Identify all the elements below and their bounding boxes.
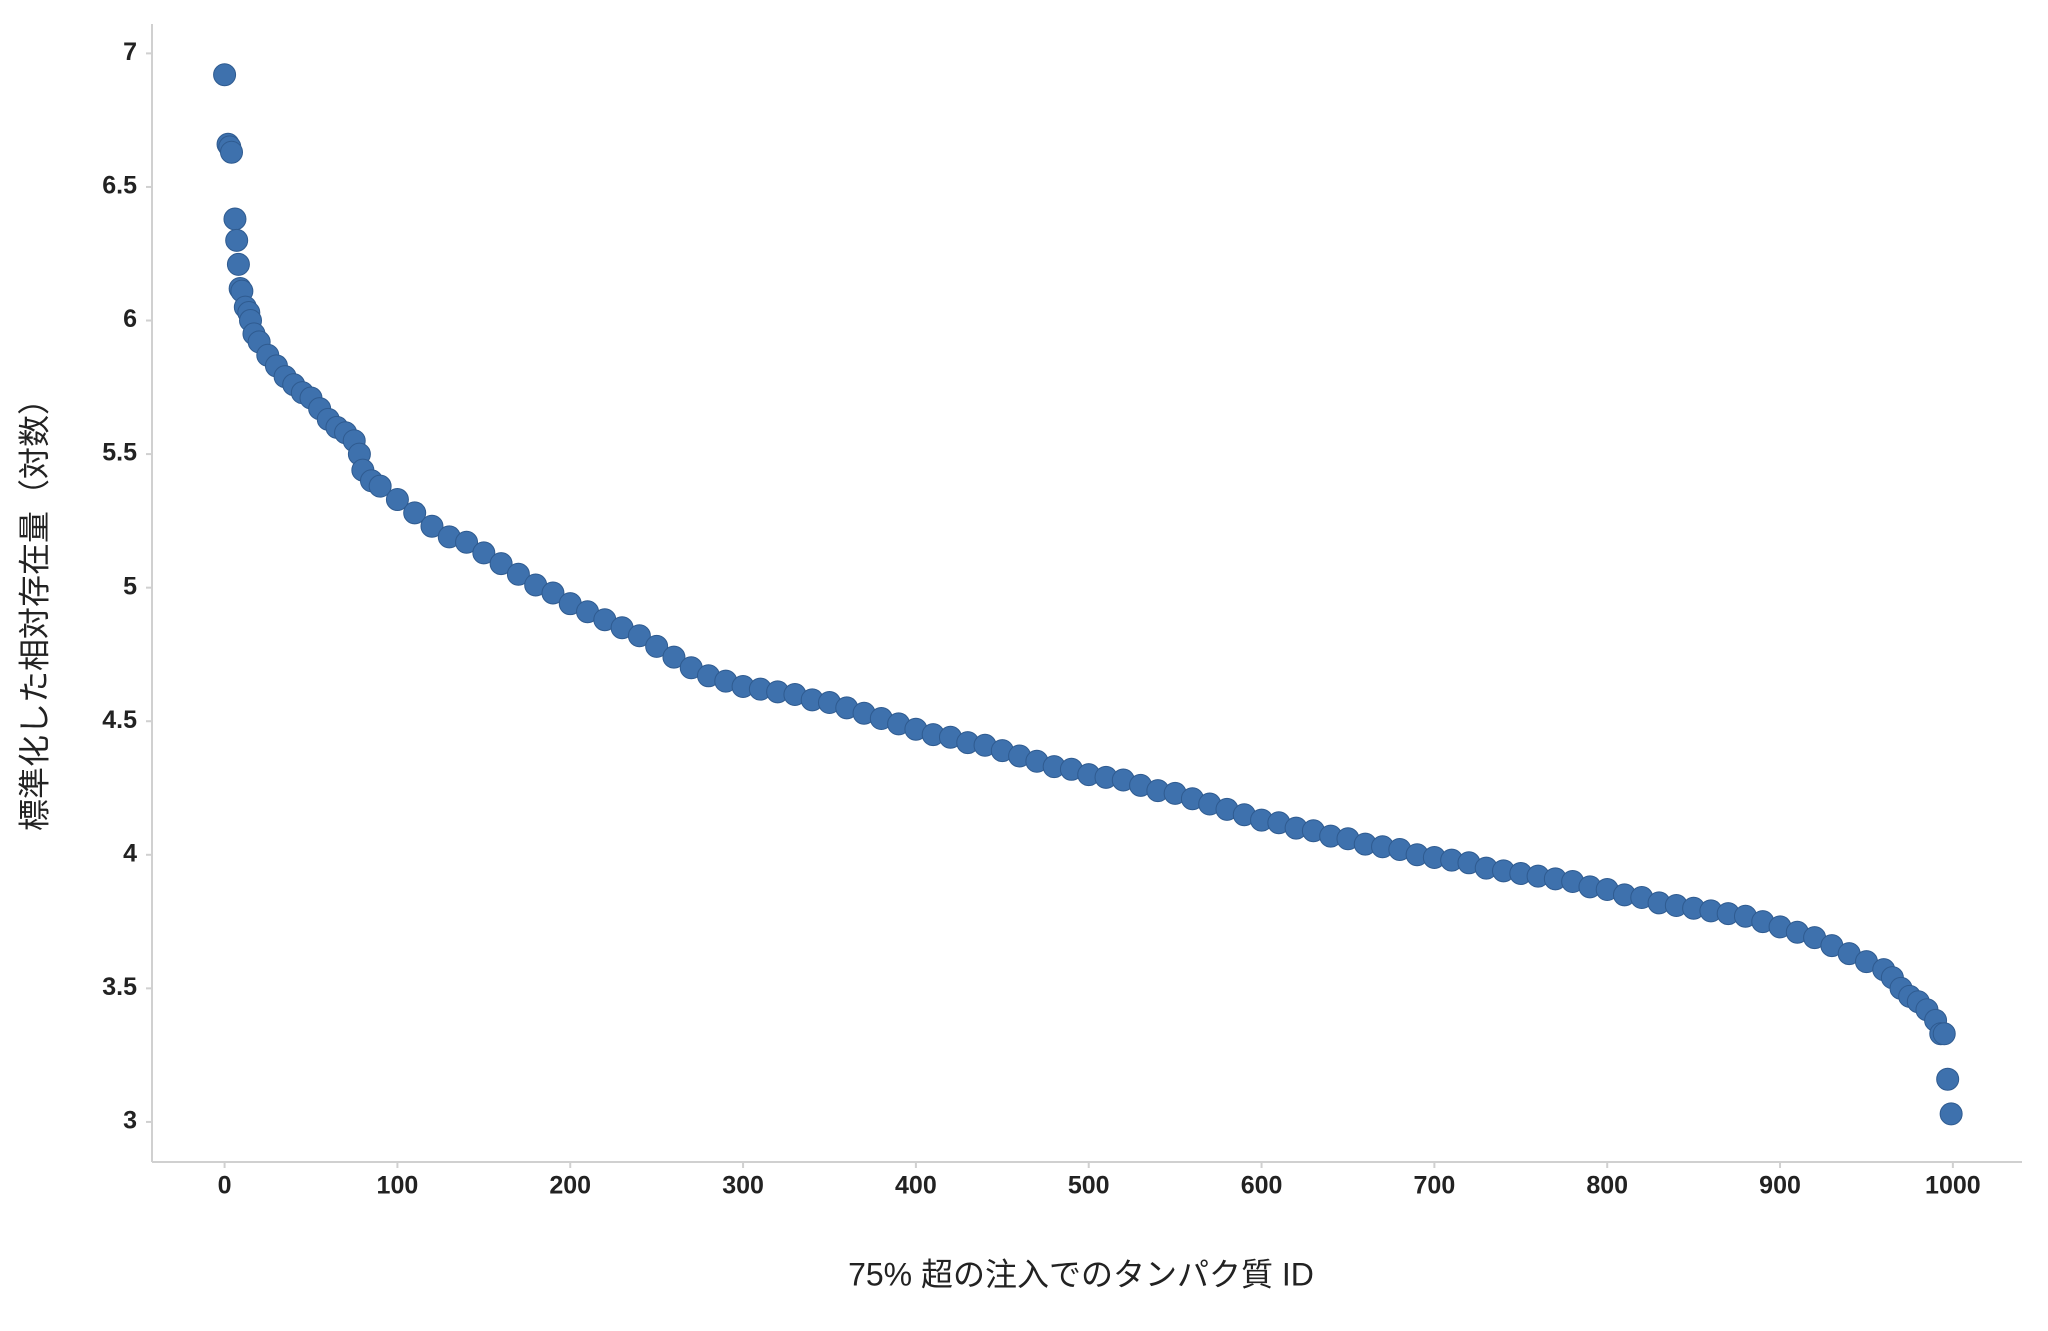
x-tick-label: 1000: [1925, 1172, 1981, 1200]
x-tick-label: 400: [895, 1172, 937, 1200]
point: [403, 501, 427, 525]
x-tick-label: 500: [1068, 1172, 1110, 1200]
point: [472, 541, 496, 565]
point: [220, 140, 244, 164]
point: [385, 488, 409, 512]
y-tick-label: 3: [123, 1107, 137, 1135]
y-tick-label: 6: [123, 305, 137, 333]
point: [420, 514, 444, 538]
x-axis-label: 75% 超の注入でのタンパク質 ID: [848, 1256, 1314, 1292]
x-tick-label: 0: [218, 1172, 232, 1200]
y-tick-label: 3.5: [102, 973, 137, 1001]
point: [223, 207, 247, 231]
x-tick-label: 600: [1241, 1172, 1283, 1200]
x-tick-label: 200: [549, 1172, 591, 1200]
y-tick-label: 4.5: [102, 706, 137, 734]
x-tick-label: 900: [1759, 1172, 1801, 1200]
x-tick-label: 300: [722, 1172, 764, 1200]
point: [1932, 1022, 1956, 1046]
point: [368, 474, 392, 498]
point: [1939, 1102, 1963, 1126]
point: [506, 562, 530, 586]
point: [455, 530, 479, 554]
point: [225, 228, 249, 252]
y-tick-label: 6.5: [102, 172, 137, 200]
point: [662, 645, 686, 669]
y-tick-label: 7: [123, 38, 137, 66]
x-tick-label: 100: [377, 1172, 419, 1200]
point: [1936, 1067, 1960, 1091]
y-tick-label: 5: [123, 572, 137, 600]
point: [627, 624, 651, 648]
point: [645, 634, 669, 658]
point: [541, 581, 565, 605]
point: [213, 63, 237, 87]
y-tick-label: 4: [123, 839, 137, 867]
y-tick-label: 5.5: [102, 439, 137, 467]
x-tick-label: 800: [1586, 1172, 1628, 1200]
point: [226, 252, 250, 276]
y-axis-label: 標準化した相対存在量（対数）: [16, 383, 52, 831]
x-tick-label: 700: [1414, 1172, 1456, 1200]
point: [489, 552, 513, 576]
